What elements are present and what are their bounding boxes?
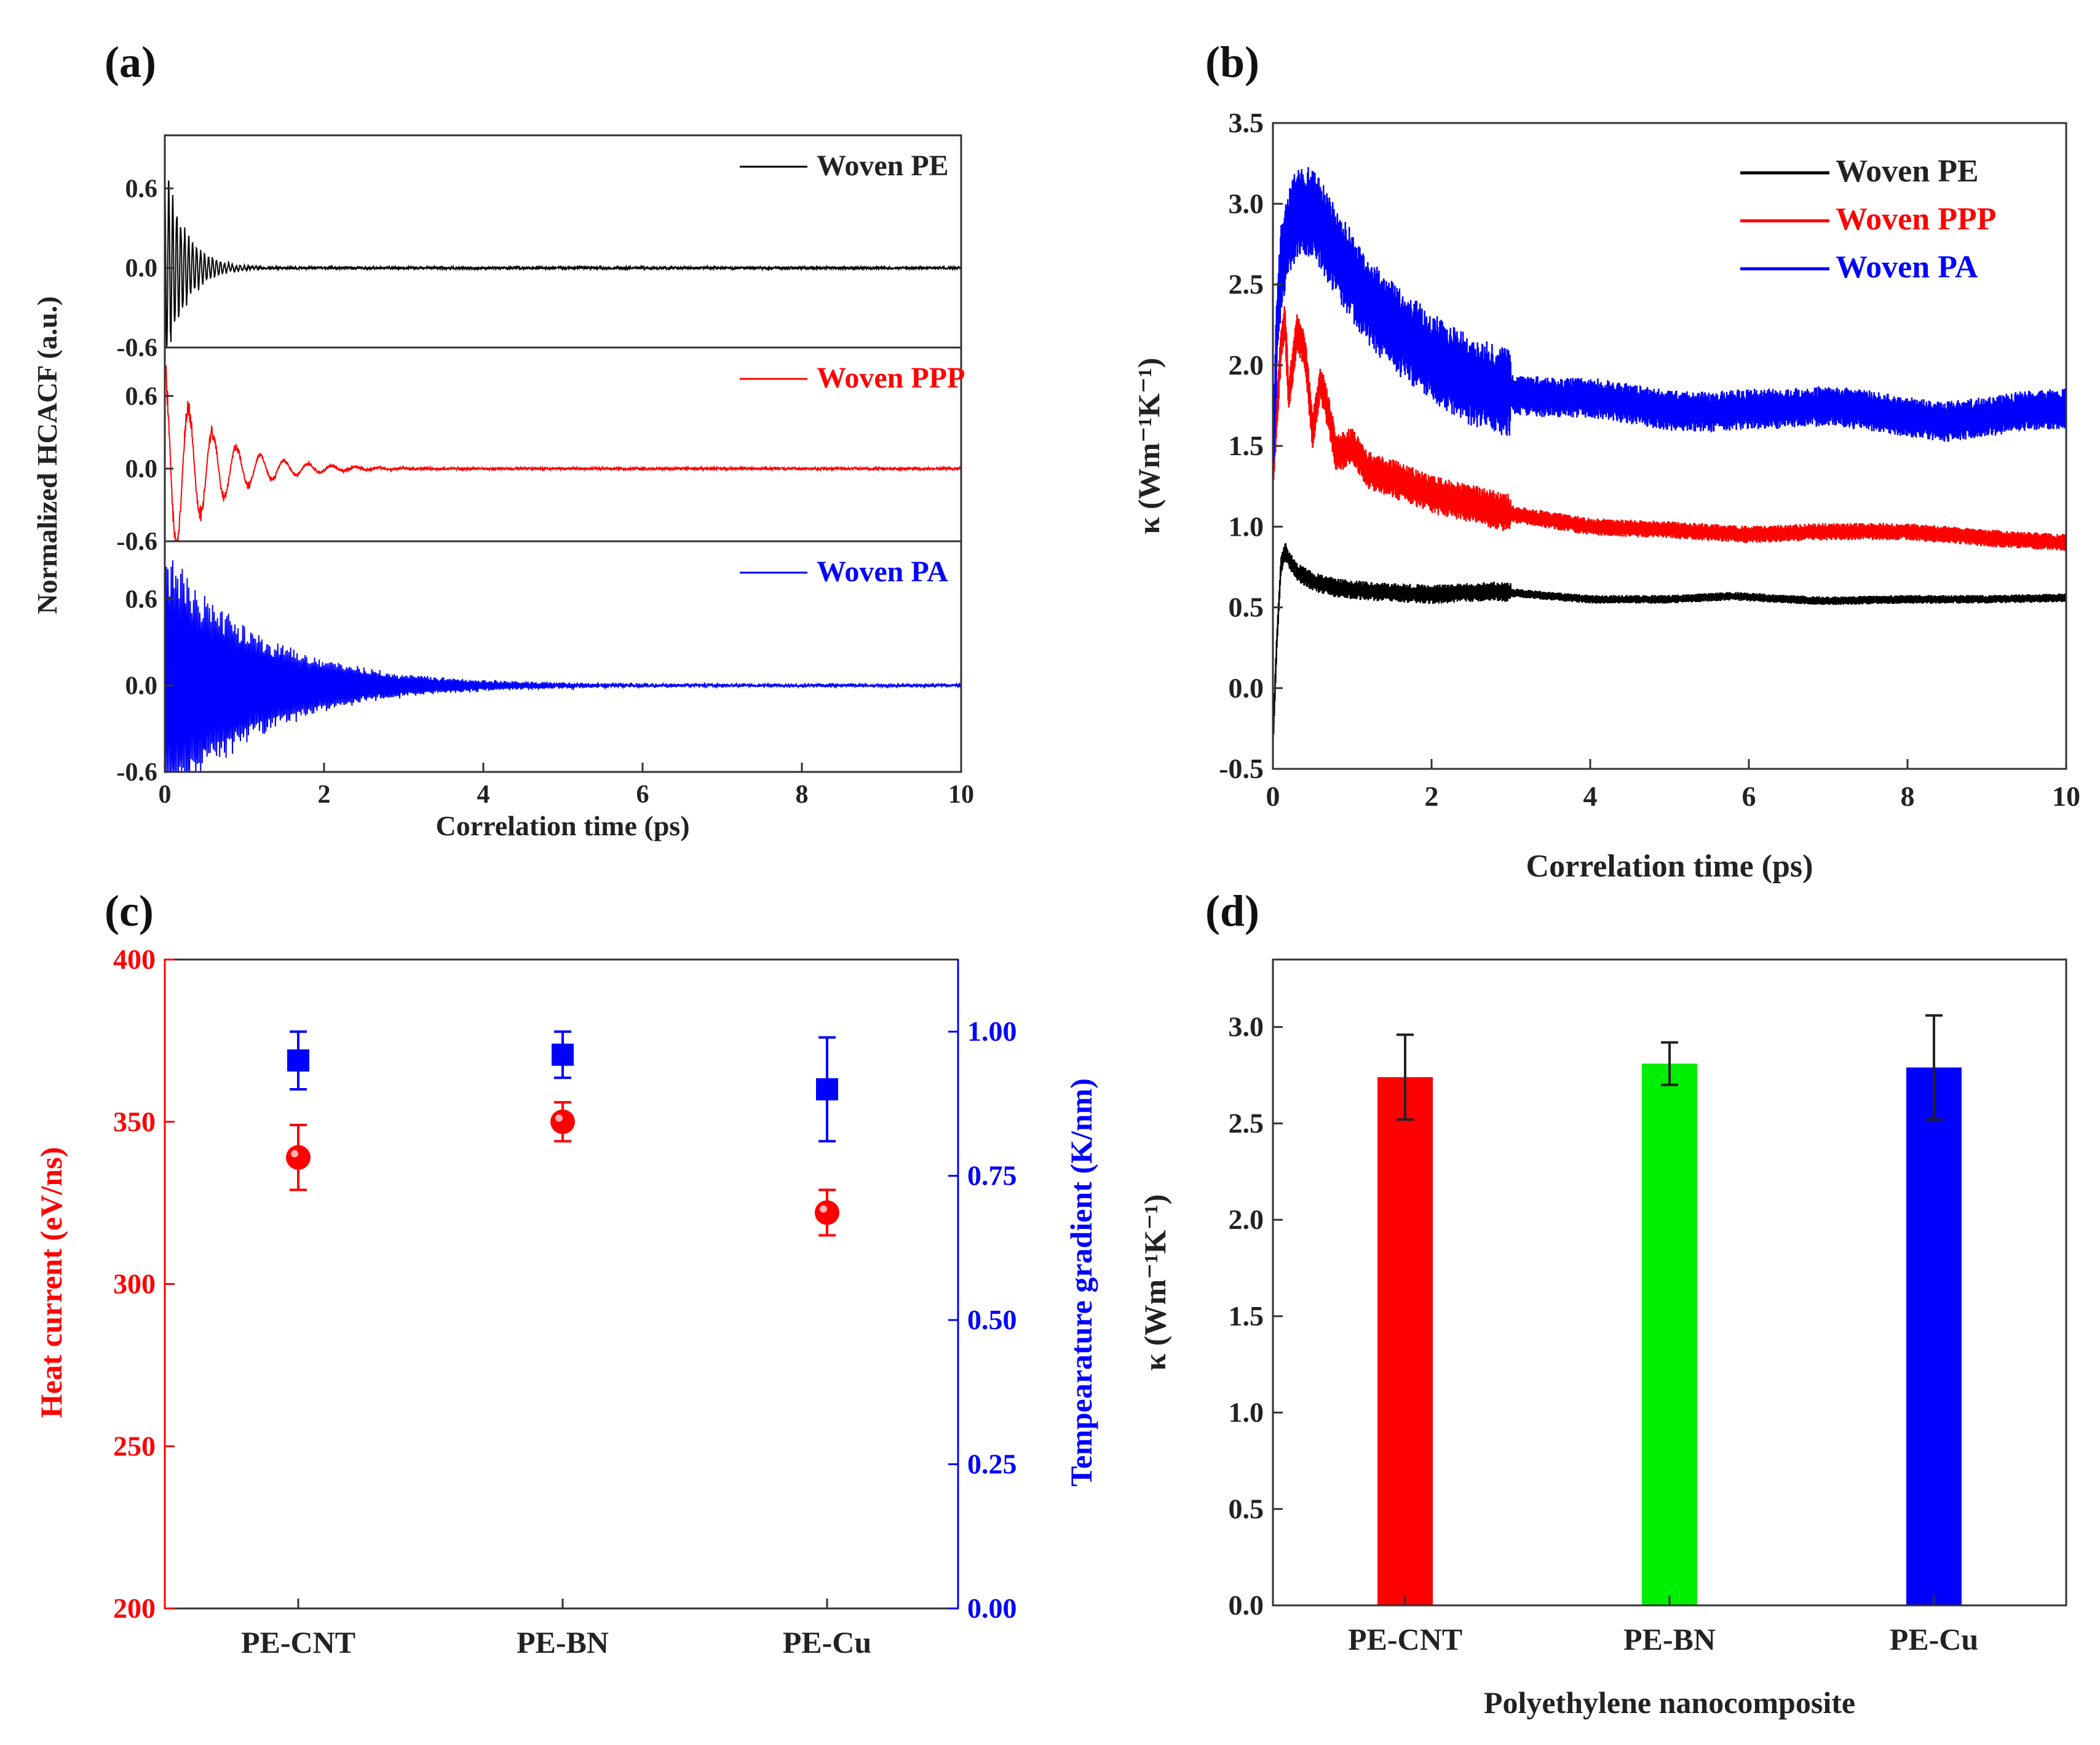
heat-current-point <box>815 1200 839 1225</box>
y2-tick-label: 0.25 <box>967 1449 1017 1480</box>
y-tick-label: 0.0 <box>125 255 158 283</box>
point-highlight <box>820 1205 827 1213</box>
category-label: PE-BN <box>517 1625 609 1660</box>
y2-tick-label: 0.50 <box>967 1304 1017 1335</box>
y-tick-label: 0.5 <box>1229 1493 1264 1524</box>
y-tick-label: 1.0 <box>1229 511 1264 542</box>
bar-pe-bn <box>1642 1063 1697 1605</box>
y2-tick-label: 0.75 <box>967 1160 1017 1191</box>
point-highlight <box>555 1114 563 1122</box>
kappa-trace-woven-ppp <box>1272 306 2067 551</box>
legend-label: Woven PE <box>817 149 949 182</box>
y2-tick-label: 0.00 <box>967 1592 1017 1624</box>
y-tick-label: 2.5 <box>1229 1107 1264 1139</box>
temperature-gradient-point <box>816 1078 838 1100</box>
bar-pe-cnt <box>1377 1077 1433 1605</box>
y-tick-label: 0.6 <box>125 383 158 411</box>
x-tick-label: 10 <box>2052 781 2080 812</box>
y-tick-label: 2.0 <box>1229 349 1264 381</box>
legend-label: Woven PE <box>1836 154 1979 189</box>
y-tick-label: 3.0 <box>1229 1011 1264 1043</box>
panel-c-heat-current: 200 250 300 350 400 0.00 0.25 0.50 0.75 1.00 PE-CN… <box>34 944 1098 1660</box>
y-tick-label: 1.5 <box>1229 430 1264 461</box>
x-tick-label: 0 <box>159 781 172 809</box>
x-tick-label: 2 <box>318 781 331 809</box>
panel-b-thermal-conductivity: -0.5 0.0 0.5 1.0 1.5 2.0 2.5 3.0 3.5 0 2 4 6 8 10 Wove… <box>1131 107 2080 884</box>
y-tick-label: -0.6 <box>117 528 158 556</box>
y-tick-label: 1.5 <box>1229 1300 1264 1332</box>
hcacf-trace-woven-pe <box>164 155 962 348</box>
panel-a-y-axis-label: Normalized HCACF (a.u.) <box>31 296 63 614</box>
x-tick-label: 6 <box>636 781 649 809</box>
panel-a-frame <box>164 134 962 773</box>
legend-label: Woven PA <box>1836 250 1978 285</box>
y-tick-label: -0.6 <box>117 334 158 362</box>
hcacf-trace-woven-pa <box>164 560 962 774</box>
x-tick-label: 4 <box>1583 781 1598 812</box>
panel-c-y-axis-label: Heat current (eV/ns) <box>34 1147 68 1418</box>
panel-label-a: (a) <box>105 38 156 87</box>
y2-tick-label: 1.00 <box>967 1016 1017 1047</box>
panel-c-y2-axis-label: Tempearature gradient (K/nm) <box>1064 1078 1098 1487</box>
hcacf-trace-woven-ppp <box>164 365 962 542</box>
bar-pe-cu <box>1906 1067 1962 1605</box>
heat-current-point <box>550 1109 575 1134</box>
panel-b-x-axis-label: Correlation time (ps) <box>1526 849 1813 884</box>
point-highlight <box>291 1150 298 1158</box>
category-label: PE-CNT <box>241 1625 355 1660</box>
y-tick-label: 350 <box>113 1106 156 1137</box>
kappa-trace-woven-pa <box>1272 167 2067 488</box>
category-label: PE-Cu <box>783 1625 871 1660</box>
panel-label-c: (c) <box>105 886 154 936</box>
panel-a-x-axis-label: Correlation time (ps) <box>435 810 689 841</box>
y-tick-label: 250 <box>113 1430 156 1461</box>
x-tick-label: 2 <box>1425 781 1439 812</box>
panel-label-d: (d) <box>1205 886 1259 936</box>
y-tick-label: -0.5 <box>1219 753 1264 784</box>
x-tick-label: 4 <box>477 781 490 809</box>
x-tick-label: 0 <box>1266 781 1280 812</box>
y-tick-label: 2.5 <box>1229 269 1264 300</box>
x-tick-label: 6 <box>1742 781 1756 812</box>
y-tick-label: -0.6 <box>117 758 158 787</box>
y-tick-label: 0.0 <box>1229 672 1264 704</box>
y-tick-label: 0.6 <box>125 586 158 614</box>
category-label: PE-Cu <box>1890 1622 1978 1656</box>
legend-label: Woven PA <box>817 555 948 588</box>
y-tick-label: 300 <box>113 1268 156 1300</box>
y-tick-label: 1.0 <box>1229 1397 1264 1428</box>
heat-current-point <box>286 1145 311 1170</box>
category-label: PE-BN <box>1623 1622 1716 1656</box>
legend-label: Woven PPP <box>1836 202 1996 237</box>
y-tick-label: 2.0 <box>1229 1204 1264 1235</box>
temperature-gradient-point <box>552 1043 574 1066</box>
y-tick-label: 0.6 <box>125 175 158 203</box>
panel-d-bar-chart: 0.0 0.5 1.0 1.5 2.0 2.5 3.0 PE-CNT PE-BN PE-Cu Po… <box>1138 958 2067 1720</box>
legend-label: Woven PPP <box>817 362 965 394</box>
y-tick-label: 200 <box>113 1592 156 1624</box>
y-tick-label: 3.0 <box>1229 188 1264 219</box>
x-tick-label: 8 <box>1901 781 1915 812</box>
panel-b-y-axis-label: κ (Wm⁻¹K⁻¹) <box>1131 358 1166 535</box>
temperature-gradient-point <box>287 1049 309 1072</box>
panel-a-hcacf: -0.6 0.0 0.6 -0.6 0.0 0.6 -0.6 0.0 0.6 0 2 4 6 8 10 Wo… <box>31 134 974 841</box>
panel-d-y-axis-label: κ (Wm⁻¹K⁻¹) <box>1138 1194 1172 1371</box>
kappa-trace-woven-pe <box>1272 543 2067 752</box>
y-tick-label: 400 <box>113 944 156 975</box>
y-tick-label: 0.0 <box>125 455 158 483</box>
panel-label-b: (b) <box>1205 38 1259 87</box>
category-label: PE-CNT <box>1348 1622 1462 1656</box>
y-tick-label: 3.5 <box>1229 107 1264 138</box>
y-tick-label: 0.0 <box>1229 1589 1264 1621</box>
x-tick-label: 8 <box>796 781 809 809</box>
panel-d-x-axis-label: Polyethylene nanocomposite <box>1484 1685 1855 1720</box>
y-tick-label: 0.0 <box>125 672 158 700</box>
x-tick-label: 10 <box>948 781 974 809</box>
y-tick-label: 0.5 <box>1229 592 1264 623</box>
